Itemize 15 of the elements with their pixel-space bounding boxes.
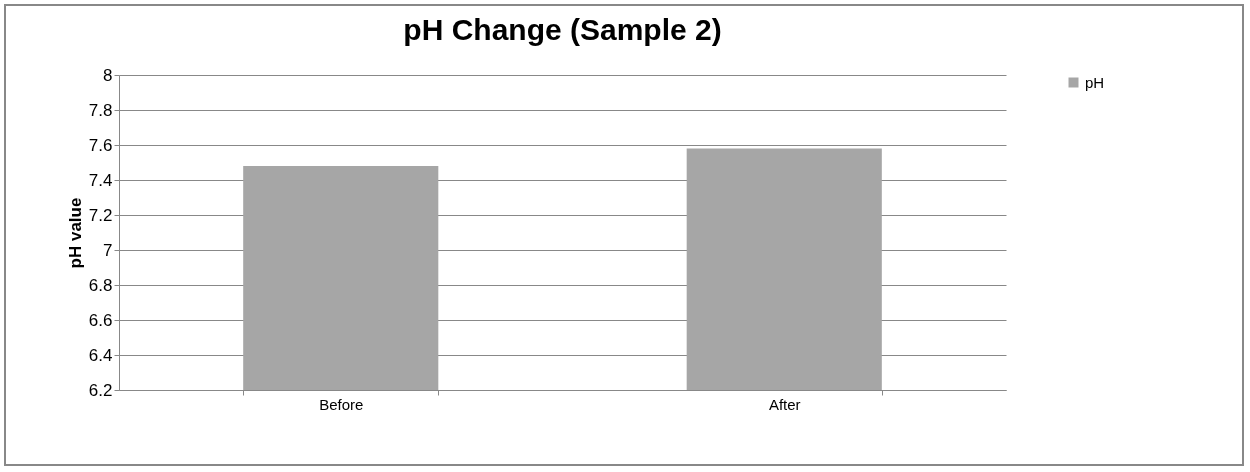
y-tick-label: 7.6 bbox=[88, 135, 113, 155]
y-tick-label: 7.8 bbox=[88, 100, 113, 120]
y-axis-title: pH value bbox=[65, 197, 85, 269]
y-tick-label: 6.4 bbox=[88, 345, 113, 365]
y-tick-label: 6.8 bbox=[88, 275, 113, 295]
y-tick-label: 7.4 bbox=[88, 170, 113, 190]
y-tick-label: 6.2 bbox=[88, 380, 113, 400]
y-tick-label: 6.6 bbox=[88, 310, 113, 330]
x-tick-label: Before bbox=[319, 395, 364, 413]
x-tick-label: After bbox=[768, 395, 801, 413]
y-tick-label: 7.2 bbox=[88, 205, 113, 225]
chart-title: pH Change (Sample 2) bbox=[403, 13, 722, 46]
legend-label: pH bbox=[1085, 73, 1105, 91]
y-tick-label: 8 bbox=[103, 65, 113, 85]
y-tick-label: 7 bbox=[103, 240, 113, 260]
